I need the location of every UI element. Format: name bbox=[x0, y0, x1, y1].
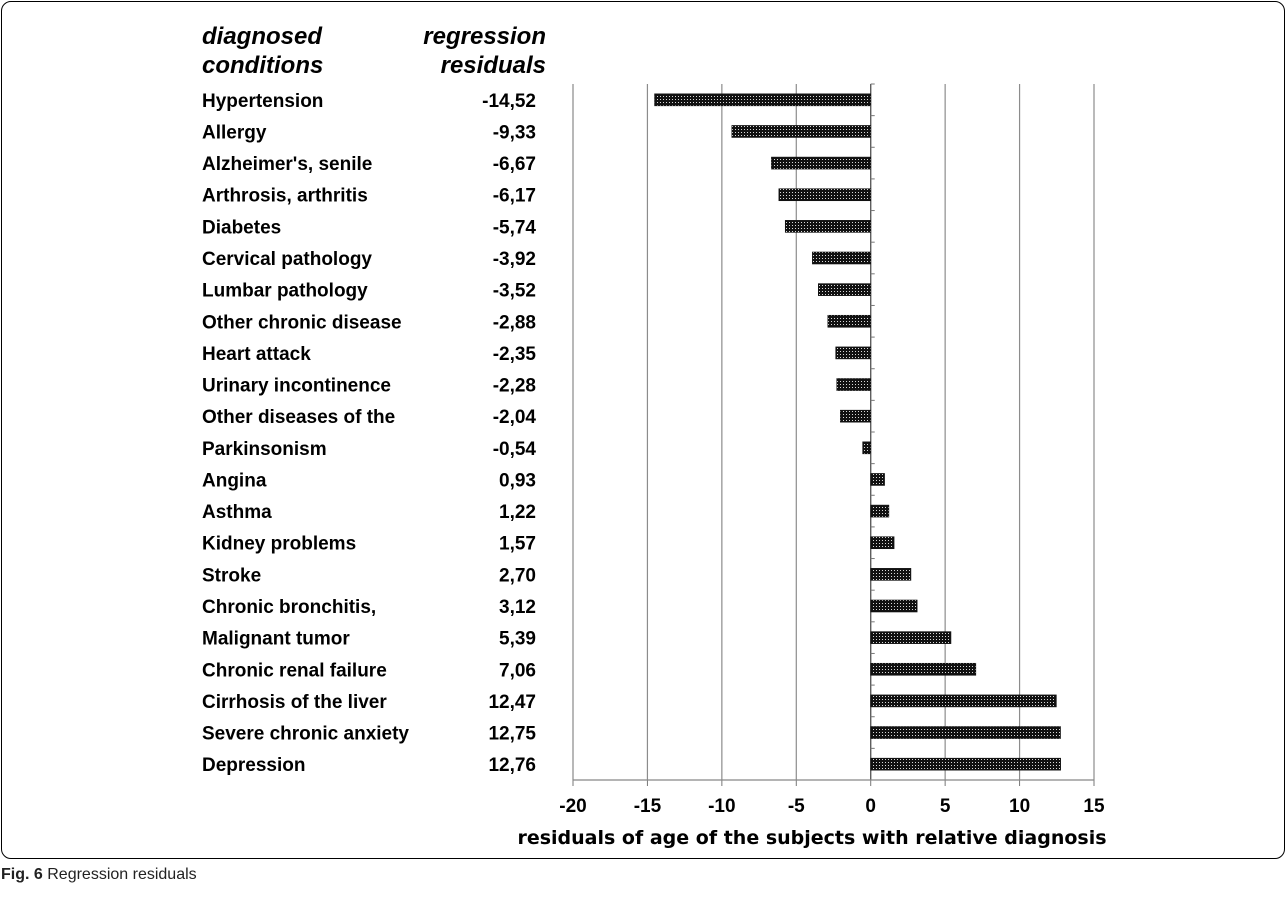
category-label: Heart attack bbox=[202, 344, 311, 365]
bar bbox=[870, 504, 890, 518]
value-label: -3,92 bbox=[493, 249, 536, 270]
bar bbox=[812, 251, 872, 265]
category-label: Diabetes bbox=[202, 217, 281, 238]
bar bbox=[771, 156, 872, 170]
value-label: 1,57 bbox=[499, 534, 536, 555]
category-label: Stroke bbox=[202, 565, 261, 586]
x-tick-label: -5 bbox=[788, 796, 805, 817]
gridlines bbox=[646, 83, 1095, 780]
bar bbox=[840, 409, 872, 423]
value-label: 2,70 bbox=[499, 565, 536, 586]
value-label: -6,17 bbox=[493, 186, 536, 207]
bar bbox=[870, 568, 912, 581]
value-label: 3,12 bbox=[499, 597, 536, 618]
bar-chart: diagnosed conditions regression residual… bbox=[202, 23, 1107, 849]
value-label: 12,76 bbox=[488, 755, 536, 776]
x-tick-label: 10 bbox=[1009, 796, 1030, 817]
category-label: Hypertension bbox=[202, 91, 323, 112]
value-label: -14,52 bbox=[482, 91, 536, 112]
category-rows: Hypertension -14,52 Allergy -9,33 Alzheimer'… bbox=[202, 91, 536, 776]
category-label: Arthrosis, arthritis bbox=[202, 186, 368, 207]
bar bbox=[870, 662, 977, 676]
value-label: 12,75 bbox=[488, 724, 536, 745]
header-residuals-line2: residuals bbox=[441, 52, 546, 79]
value-label: -6,67 bbox=[493, 154, 536, 175]
bar bbox=[870, 757, 1061, 771]
value-label: -0,54 bbox=[493, 439, 537, 460]
figure-caption: Fig. 6 Regression residuals bbox=[1, 866, 197, 884]
category-label: Chronic bronchitis, bbox=[202, 597, 376, 618]
category-label: Other diseases of the bbox=[202, 407, 395, 428]
category-label: Urinary incontinence bbox=[202, 376, 391, 397]
x-tick-label: -10 bbox=[708, 796, 735, 817]
category-label: Malignant tumor bbox=[202, 629, 350, 650]
bar bbox=[862, 441, 872, 455]
value-label: -2,35 bbox=[493, 344, 537, 365]
bar bbox=[835, 346, 872, 360]
bar bbox=[731, 125, 872, 138]
category-label: Angina bbox=[202, 470, 267, 491]
bar bbox=[818, 283, 872, 296]
header-residuals-line1: regression bbox=[423, 23, 546, 50]
x-tick-label: 15 bbox=[1083, 796, 1105, 817]
x-tick-label: -20 bbox=[559, 796, 586, 817]
category-label: Chronic renal failure bbox=[202, 660, 387, 681]
bar bbox=[784, 220, 872, 233]
value-label: -3,52 bbox=[493, 281, 536, 302]
bar bbox=[870, 599, 918, 613]
x-axis-label: residuals of age of the subjects with re… bbox=[517, 827, 1106, 849]
bar bbox=[870, 473, 885, 486]
category-label: Kidney problems bbox=[202, 534, 356, 555]
value-label: 12,47 bbox=[488, 692, 536, 713]
bars bbox=[654, 93, 1061, 771]
value-label: -9,33 bbox=[493, 122, 536, 143]
bar bbox=[870, 726, 1061, 739]
category-label: Depression bbox=[202, 755, 305, 776]
bar bbox=[870, 536, 895, 550]
bar bbox=[836, 378, 872, 391]
category-label: Other chronic disease bbox=[202, 312, 402, 333]
category-label: Lumbar pathology bbox=[202, 281, 368, 302]
category-label: Parkinsonism bbox=[202, 439, 327, 460]
category-label: Cirrhosis of the liver bbox=[202, 692, 387, 713]
value-label: 5,39 bbox=[499, 629, 536, 650]
value-label: -2,88 bbox=[493, 312, 536, 333]
value-label: -2,28 bbox=[493, 376, 536, 397]
bar bbox=[654, 93, 872, 107]
bar bbox=[870, 694, 1057, 708]
category-label: Allergy bbox=[202, 122, 267, 143]
value-label: -2,04 bbox=[493, 407, 537, 428]
value-label: -5,74 bbox=[493, 217, 537, 238]
category-label: Asthma bbox=[202, 502, 272, 523]
category-label: Severe chronic anxiety bbox=[202, 724, 409, 745]
x-tick-label: -15 bbox=[634, 796, 662, 817]
value-label: 1,22 bbox=[499, 502, 536, 523]
value-label: 0,93 bbox=[499, 470, 536, 491]
caption-text: Regression residuals bbox=[47, 866, 197, 883]
x-tick-label: 5 bbox=[940, 796, 951, 817]
bar bbox=[778, 188, 872, 202]
value-label: 7,06 bbox=[499, 660, 536, 681]
category-label: Alzheimer's, senile bbox=[202, 154, 372, 175]
header-conditions-line1: diagnosed bbox=[202, 23, 323, 50]
x-axis: -20 -15 -10 -5 0 5 10 15 bbox=[559, 84, 1105, 817]
caption-label: Fig. 6 bbox=[1, 866, 43, 883]
figure-frame bbox=[1, 1, 1285, 859]
category-label: Cervical pathology bbox=[202, 249, 372, 270]
header-conditions-line2: conditions bbox=[202, 52, 323, 79]
bar bbox=[827, 314, 872, 328]
x-tick-label: 0 bbox=[865, 796, 876, 817]
bar bbox=[870, 631, 952, 644]
